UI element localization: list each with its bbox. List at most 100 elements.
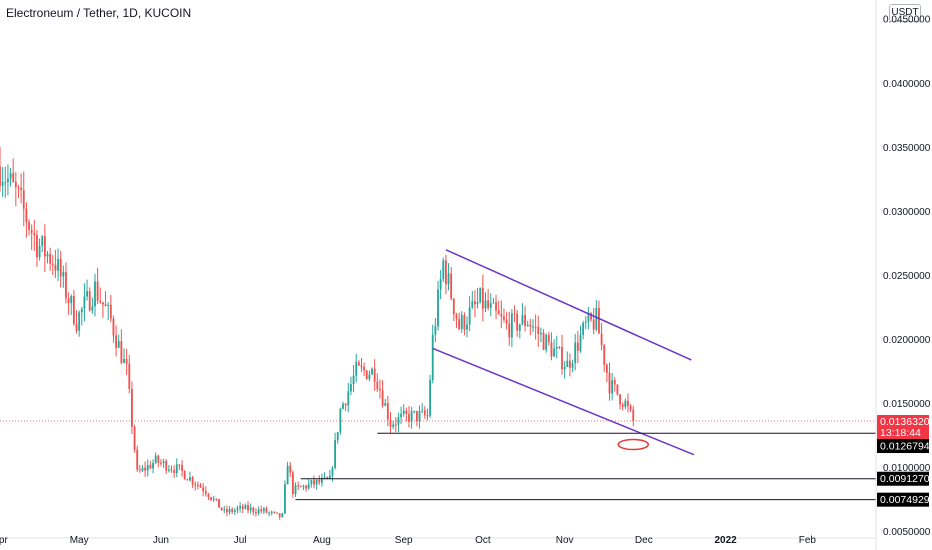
channel-upper-line <box>445 249 692 361</box>
candle-body <box>510 313 513 338</box>
candle-body <box>365 370 368 380</box>
candle-body <box>389 419 392 427</box>
current-price-tag <box>877 415 929 440</box>
candle-body <box>590 313 592 320</box>
candle-body <box>547 334 550 343</box>
candle-body <box>605 364 608 373</box>
candle-body <box>379 388 381 391</box>
candle-body <box>331 467 334 476</box>
candle-body <box>189 477 191 481</box>
candle-body <box>492 302 495 304</box>
candle-body <box>489 303 492 308</box>
candle-body <box>553 348 556 357</box>
candle-body <box>236 508 239 511</box>
candle-body <box>526 324 529 326</box>
candle-body <box>49 253 52 264</box>
candle-body <box>318 480 321 483</box>
candle-body <box>146 465 149 471</box>
candle-body <box>83 296 86 309</box>
chart-title: Electroneum / Tether, 1D, KUCOIN <box>6 6 192 20</box>
candle-body <box>223 509 226 511</box>
candle-body <box>62 271 65 277</box>
candle-body <box>616 384 619 395</box>
candle-body <box>178 464 181 466</box>
candle-body <box>481 287 484 309</box>
candle-body <box>442 260 445 279</box>
candle-body <box>598 307 600 334</box>
candle-body <box>437 289 439 327</box>
candle-body <box>587 313 590 322</box>
candle-body <box>334 440 337 468</box>
candle-body <box>46 253 49 257</box>
candle-body <box>72 295 75 324</box>
candle-body <box>162 461 165 463</box>
candle-body <box>228 508 231 513</box>
candle-body <box>175 464 178 473</box>
candle-body <box>357 362 360 366</box>
candle-body <box>297 485 300 487</box>
candle-body <box>452 298 455 315</box>
candle-body <box>336 432 339 441</box>
candle-body <box>94 281 96 307</box>
candle-body <box>149 465 152 469</box>
candle-body <box>257 509 260 514</box>
candle-body <box>109 304 112 319</box>
candle-body <box>524 314 526 326</box>
candle-body <box>439 278 442 290</box>
candle-body <box>447 273 450 285</box>
candle-body <box>25 208 28 223</box>
candle-body <box>28 222 30 230</box>
candle-body <box>629 405 632 410</box>
x-tick-label: Aug <box>313 535 331 546</box>
candle-body <box>579 334 582 351</box>
candle-body <box>107 304 110 307</box>
candle-body <box>136 449 139 470</box>
currency-button[interactable]: USDT <box>889 4 921 22</box>
candle-body <box>386 403 389 420</box>
candle-body <box>30 229 33 233</box>
candle-body <box>539 332 542 334</box>
candle-body <box>165 461 168 471</box>
x-tick-label: May <box>70 535 89 546</box>
candle-body <box>278 513 281 517</box>
candle-body <box>247 505 249 511</box>
candle-body <box>408 413 410 422</box>
candle-body <box>255 512 257 514</box>
candle-body <box>537 326 540 334</box>
candle-body <box>233 510 236 512</box>
candle-body <box>70 295 73 304</box>
candle-body <box>347 391 350 406</box>
candle-body <box>215 498 218 500</box>
candle-body <box>313 480 315 485</box>
candle-body <box>476 302 479 305</box>
candle-body <box>444 260 447 285</box>
candle-body <box>144 467 147 471</box>
candle-body <box>402 410 405 414</box>
candle-body <box>75 323 78 331</box>
candle-body <box>262 508 265 512</box>
candle-body <box>170 469 173 471</box>
candle-body <box>157 455 160 463</box>
candle-body <box>529 324 532 327</box>
candle-body <box>99 300 102 303</box>
candle-body <box>495 302 497 311</box>
candle-body <box>355 362 358 376</box>
candle-body <box>141 467 144 471</box>
candle-body <box>466 324 468 330</box>
candle-body <box>603 344 606 365</box>
x-tick-label: Oct <box>475 535 491 546</box>
candle-body <box>9 173 12 179</box>
x-tick-label: Feb <box>799 535 817 546</box>
candle-body <box>120 341 123 363</box>
candle-body <box>51 263 54 265</box>
candle-body <box>88 291 91 311</box>
candle-body <box>320 478 323 483</box>
candle-body <box>400 413 402 418</box>
candle-body <box>558 347 561 349</box>
candle-body <box>458 319 461 329</box>
candle-body <box>117 341 120 348</box>
candle-body <box>592 319 595 330</box>
candle-body <box>455 314 458 320</box>
current-price-label: 0.0136320 <box>880 416 930 428</box>
